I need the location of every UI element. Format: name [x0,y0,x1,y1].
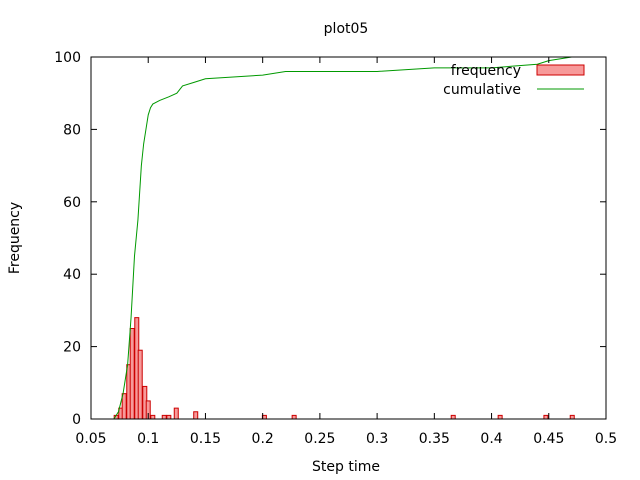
x-tick-label: 0.3 [366,431,388,447]
histogram-bar [173,407,179,420]
x-tick-label: 0.35 [419,431,450,447]
histogram-bar [129,328,135,420]
y-axis-label: Frequency [7,202,23,274]
x-tick-label: 0.15 [190,431,221,447]
plot-frame [90,56,607,420]
histogram-bar [497,414,503,420]
histogram-bar [543,414,549,420]
cumulative-line [113,56,572,420]
x-tick-label: 0.05 [75,431,106,447]
x-axis-label: Step time [312,459,380,475]
legend-label-frequency: frequency [451,63,521,79]
y-tick-label: 60 [63,195,81,211]
y-tick-label: 0 [72,412,81,428]
histogram-bar [166,414,172,420]
histogram-bar [121,393,127,420]
histogram-bar [193,411,199,420]
frequency-bars [113,317,575,420]
x-tick-label: 0.5 [595,431,617,447]
y-tick-label: 80 [63,122,81,138]
legend-label-cumulative: cumulative [443,82,521,98]
histogram-bar [569,414,575,420]
histogram-bar [450,414,456,420]
y-tick-label: 20 [63,340,81,356]
y-tick-label: 40 [63,267,81,283]
y-tick-label: 100 [54,50,81,66]
x-tick-label: 0.45 [533,431,564,447]
histogram-bar [150,414,156,420]
x-tick-label: 0.4 [480,431,502,447]
histogram-bar [161,414,167,420]
histogram-bar [137,349,143,420]
x-tick-label: 0.1 [137,431,159,447]
legend: frequency cumulative [443,63,585,98]
x-tick-label: 0.25 [304,431,335,447]
x-tick-label: 0.2 [252,431,274,447]
chart-title: plot05 [324,21,369,37]
legend-swatch-frequency [536,64,585,76]
axis-ticks: 0.05 0.1 0.15 0.2 0.25 0.3 0.35 0.4 0.45 0.5 0 20 40… [54,50,617,447]
histogram-bar [291,414,297,420]
